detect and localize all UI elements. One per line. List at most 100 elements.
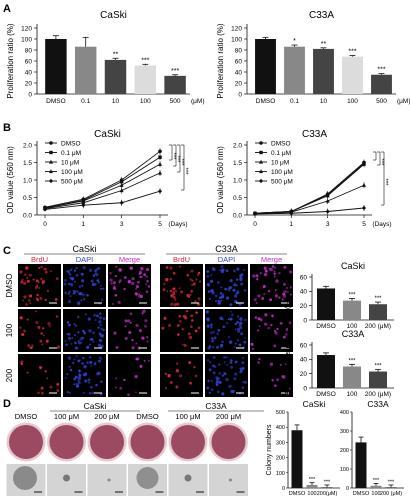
cell-nucleus: [213, 365, 217, 369]
cell-nucleus: [139, 294, 143, 299]
x-tick-label: 1: [82, 221, 86, 228]
cell-nucleus: [77, 376, 82, 380]
culture-dish: [49, 425, 84, 459]
cell-nucleus: [115, 265, 118, 268]
bar: [369, 304, 387, 320]
cell-nucleus: [212, 355, 216, 359]
y-axis-label: OD value (560 nm): [216, 146, 225, 214]
cell-nucleus: [109, 278, 113, 282]
y-tick-label: 300: [276, 440, 285, 446]
y-tick-label: 20: [235, 80, 243, 87]
cell-nucleus: [91, 282, 95, 287]
cell-nucleus: [27, 344, 30, 347]
series-line: [254, 184, 365, 215]
cell-nucleus: [139, 364, 143, 368]
significance-mark: ***: [171, 68, 179, 75]
cell-nucleus: [70, 268, 73, 271]
x-unit-label: (μM): [397, 98, 410, 105]
cell-nucleus: [288, 270, 293, 274]
cell-nucleus: [78, 373, 81, 375]
cell-nucleus: [78, 285, 82, 288]
cell-nucleus: [68, 392, 71, 395]
cell-nucleus: [284, 362, 287, 366]
panel-c: CaSki BrdU DAPI Merge C33A BrdU DAPI Merge DMSO 1…: [5, 244, 394, 398]
series-line: [44, 190, 161, 210]
cell-nucleus: [190, 283, 194, 287]
cell-nucleus: [208, 298, 211, 301]
bar: [306, 484, 318, 488]
cell-nucleus: [177, 333, 180, 336]
condition-label: DMSO: [136, 412, 159, 421]
cell-nucleus: [90, 364, 93, 367]
cell-nucleus: [28, 299, 31, 302]
cell-nucleus: [134, 292, 139, 296]
cell-nucleus: [114, 274, 117, 278]
chart-title: C33A: [302, 129, 327, 140]
colony: [63, 474, 70, 482]
bar: [164, 75, 186, 94]
y-tick-label: 80: [25, 47, 33, 54]
cell-nucleus: [191, 319, 194, 322]
cell-nucleus: [206, 324, 210, 328]
cell-nucleus: [74, 324, 78, 328]
series-line: [254, 207, 365, 215]
cell-nucleus: [259, 272, 262, 275]
series-line: [44, 163, 161, 209]
cell-nucleus: [56, 389, 60, 393]
cell-nucleus: [64, 291, 68, 295]
cell-nucleus: [197, 297, 201, 301]
cell-nucleus: [44, 270, 48, 274]
cell-nucleus: [223, 356, 226, 359]
y-axis-label: Proliferation ratio (%): [216, 23, 225, 98]
cell-nucleus: [124, 325, 127, 328]
legend-label: 100 μM: [271, 169, 293, 176]
cell-nucleus: [44, 298, 47, 301]
cell-nucleus: [39, 365, 43, 370]
cell-nucleus: [26, 279, 30, 283]
micrograph: [108, 264, 151, 307]
cell-nucleus: [217, 299, 221, 303]
cell-nucleus: [276, 327, 279, 331]
cell-nucleus: [80, 299, 83, 302]
cell-nucleus: [227, 318, 230, 321]
cell-nucleus: [161, 326, 165, 330]
cell-nucleus: [36, 293, 39, 296]
cell-nucleus: [67, 332, 71, 336]
colony: [107, 478, 111, 482]
legend-marker: [49, 169, 53, 174]
chart-title: C33A: [342, 329, 365, 339]
cell-nucleus: [90, 337, 94, 341]
cell-nucleus: [135, 357, 139, 361]
legend-marker: [259, 169, 263, 174]
cell-nucleus: [78, 292, 82, 296]
condition-label: 100 μM: [54, 412, 79, 421]
y-tick-label: 2.0: [233, 142, 242, 149]
cell-nucleus: [40, 386, 44, 390]
cell-nucleus: [281, 298, 284, 301]
y-tick-label: 0: [346, 486, 349, 492]
cell-nucleus: [81, 284, 84, 287]
channel-label: Merge: [261, 255, 282, 264]
cell-nucleus: [45, 339, 49, 343]
cell-nucleus: [99, 316, 103, 320]
cell-nucleus: [270, 323, 273, 327]
cell-nucleus: [73, 383, 76, 386]
row-label: 100: [5, 323, 14, 337]
cell-nucleus: [145, 290, 149, 293]
cell-nucleus: [73, 269, 77, 272]
cell-nucleus: [244, 380, 248, 384]
y-tick-label: 0: [28, 91, 32, 98]
cell-nucleus: [86, 345, 90, 349]
cell-nucleus: [219, 316, 222, 320]
cell-nucleus: [225, 363, 228, 366]
cell-nucleus: [163, 282, 166, 286]
cell-nucleus: [229, 310, 232, 313]
cell-nucleus: [229, 303, 233, 307]
cell-nucleus: [67, 299, 72, 304]
cell-nucleus: [172, 290, 176, 294]
cell-nucleus: [111, 302, 115, 306]
cell-nucleus: [21, 278, 24, 281]
cell-nucleus: [118, 268, 122, 272]
cell-nucleus: [236, 339, 240, 342]
bar: [255, 39, 276, 94]
